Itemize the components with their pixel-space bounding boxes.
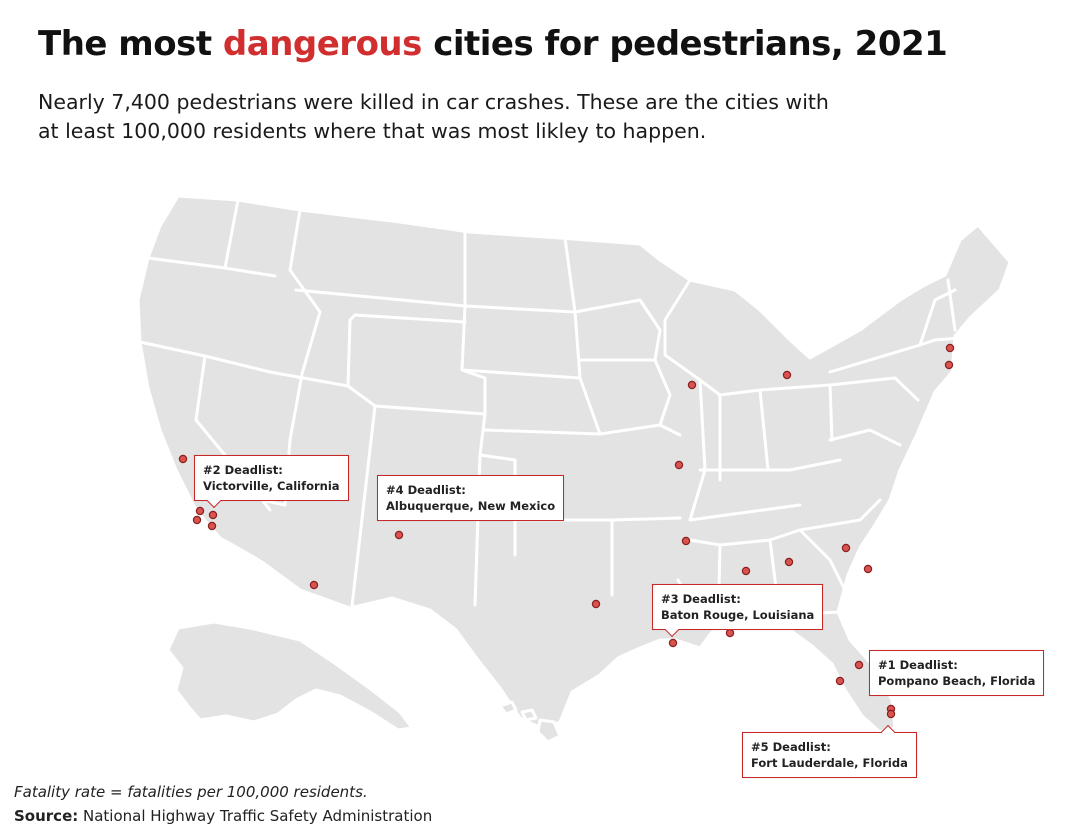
city-marker[interactable] <box>208 510 218 520</box>
city-marker[interactable] <box>945 343 955 353</box>
city-marker[interactable] <box>674 460 684 470</box>
callout-city: Albuquerque, New Mexico <box>386 499 556 513</box>
city-marker[interactable] <box>854 660 864 670</box>
city-marker[interactable] <box>741 566 751 576</box>
callout-rank-5: #5 Deadlist: Fort Lauderdale, Florida <box>742 724 917 778</box>
callout-rank-1: #1 Deadlist: Pompano Beach, Florida <box>869 650 1045 696</box>
callout-title: #4 Deadlist: <box>386 483 466 497</box>
callout-title: #3 Deadlist: <box>661 592 741 606</box>
title-before: The most <box>38 24 223 64</box>
city-marker[interactable] <box>591 599 601 609</box>
callout-city: Baton Rouge, Louisiana <box>661 608 815 622</box>
city-marker[interactable] <box>841 543 851 553</box>
city-marker[interactable] <box>207 521 217 531</box>
callout-title: #5 Deadlist: <box>751 740 831 754</box>
callout-city: Fort Lauderdale, Florida <box>751 756 908 770</box>
source-line: Source: National Highway Traffic Safety … <box>14 807 432 825</box>
callout-title: #1 Deadlist: <box>878 658 958 672</box>
callout-title: #2 Deadlist: <box>203 463 283 477</box>
page-title: The most dangerous cities for pedestrian… <box>38 24 948 64</box>
city-marker[interactable] <box>782 370 792 380</box>
alaska-shape <box>166 620 414 732</box>
city-marker[interactable] <box>886 709 896 719</box>
city-marker[interactable] <box>944 360 954 370</box>
city-marker[interactable] <box>668 638 678 648</box>
callout-rank-2: #2 Deadlist: Victorville, California <box>194 455 349 509</box>
city-marker[interactable] <box>687 380 697 390</box>
city-marker[interactable] <box>835 676 845 686</box>
city-marker[interactable] <box>192 515 202 525</box>
city-marker[interactable] <box>863 564 873 574</box>
title-after: cities for pedestrians, 2021 <box>421 24 948 64</box>
callout-rank-4: #4 Deadlist: Albuquerque, New Mexico <box>377 475 565 521</box>
callout-city: Pompano Beach, Florida <box>878 674 1036 688</box>
city-marker[interactable] <box>725 628 735 638</box>
title-accent: dangerous <box>222 24 422 64</box>
source-text: National Highway Traffic Safety Administ… <box>78 807 433 825</box>
city-marker[interactable] <box>309 580 319 590</box>
city-marker[interactable] <box>178 454 188 464</box>
city-markers <box>178 343 955 719</box>
callout-rank-3: #3 Deadlist: Baton Rouge, Louisiana <box>652 584 824 638</box>
subtitle: Nearly 7,400 pedestrians were killed in … <box>38 90 829 143</box>
city-marker[interactable] <box>784 557 794 567</box>
city-marker[interactable] <box>394 530 404 540</box>
city-marker[interactable] <box>195 506 205 516</box>
hawaii-shape <box>498 700 562 744</box>
source-label: Source: <box>14 807 79 825</box>
city-marker[interactable] <box>681 536 691 546</box>
fatality-rate-note: Fatality rate = fatalities per 100,000 r… <box>14 783 368 801</box>
callout-city: Victorville, California <box>203 479 340 493</box>
